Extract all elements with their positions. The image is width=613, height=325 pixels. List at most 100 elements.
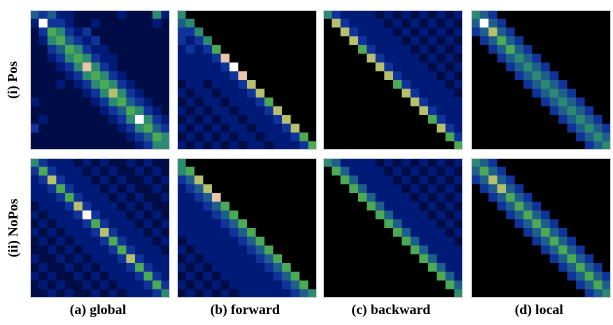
heatmap-cell <box>419 245 429 255</box>
heatmap-cell <box>282 254 292 264</box>
heatmap-cell <box>602 106 611 116</box>
heatmap-cell <box>203 271 213 281</box>
heatmap-cell <box>410 97 420 107</box>
heatmap-cell <box>340 80 350 90</box>
heatmap-cell <box>73 201 83 211</box>
heatmap-cell <box>445 132 455 142</box>
heatmap-cell <box>30 53 40 63</box>
heatmap-cell <box>203 115 213 125</box>
heatmap-cell <box>523 166 533 176</box>
heatmap-cell <box>135 228 145 238</box>
heatmap-cell <box>541 236 551 246</box>
heatmap-cell <box>436 254 446 264</box>
heatmap-cell <box>593 106 603 116</box>
heatmap-cell <box>479 45 489 55</box>
heatmap-cell <box>229 53 239 63</box>
heatmap-cell <box>238 97 248 107</box>
heatmap-cell <box>108 18 118 28</box>
heatmap-cell <box>576 62 586 72</box>
heatmap-cell <box>56 45 66 55</box>
heatmap-cell <box>584 106 594 116</box>
heatmap-cell <box>358 27 368 37</box>
heatmap-cell <box>185 245 195 255</box>
heatmap-cell <box>100 263 110 273</box>
heatmap-cell <box>194 45 204 55</box>
heatmap-cell <box>308 62 317 72</box>
heatmap-cell <box>401 158 411 168</box>
heatmap-cell <box>576 10 586 20</box>
heatmap-cell <box>177 289 187 298</box>
heatmap-cell <box>82 53 92 63</box>
heatmap-cell <box>358 62 368 72</box>
heatmap-cell <box>82 166 92 176</box>
heatmap-cell <box>488 271 498 281</box>
heatmap-cell <box>82 106 92 116</box>
heatmap-cell <box>393 80 403 90</box>
heatmap-cell <box>220 193 230 203</box>
heatmap-cell <box>428 115 438 125</box>
heatmap-cell <box>229 18 239 28</box>
heatmap-cell <box>143 254 153 264</box>
heatmap-cell <box>471 280 481 290</box>
heatmap-cell <box>238 245 248 255</box>
heatmap-cell <box>100 228 110 238</box>
heatmap-cell <box>497 45 507 55</box>
heatmap-cell <box>143 271 153 281</box>
heatmap-cell <box>428 289 438 298</box>
heatmap-cell <box>65 10 75 20</box>
heatmap-cell <box>65 254 75 264</box>
heatmap-cell <box>393 219 403 229</box>
heatmap-cell <box>194 141 204 150</box>
heatmap-cell <box>161 88 170 98</box>
heatmap-cell <box>584 123 594 133</box>
heatmap-cell <box>436 27 446 37</box>
heatmap-cell <box>384 236 394 246</box>
heatmap-cell <box>203 236 213 246</box>
heatmap-cell <box>366 53 376 63</box>
heatmap-cell <box>401 254 411 264</box>
heatmap-cell <box>56 289 66 298</box>
heatmap-cell <box>73 228 83 238</box>
heatmap-cell <box>549 271 559 281</box>
heatmap-cell <box>91 45 101 55</box>
heatmap-cell <box>238 263 248 273</box>
heatmap-cell <box>349 141 359 150</box>
heatmap-cell <box>541 36 551 46</box>
heatmap-cell <box>229 10 239 20</box>
heatmap-cell <box>549 18 559 28</box>
heatmap-cell <box>445 228 455 238</box>
heatmap-cell <box>471 184 481 194</box>
heatmap-cell <box>401 36 411 46</box>
heatmap-cell <box>567 10 577 20</box>
heatmap-cell <box>410 166 420 176</box>
heatmap-cell <box>428 36 438 46</box>
heatmap-cell <box>161 123 170 133</box>
heatmap-cell <box>488 132 498 142</box>
heatmap-cell <box>238 201 248 211</box>
heatmap-cell <box>549 80 559 90</box>
heatmap-cell <box>514 158 524 168</box>
heatmap-cell <box>65 271 75 281</box>
heatmap-cell <box>247 27 257 37</box>
heatmap-cell <box>108 71 118 81</box>
heatmap-cell <box>117 193 127 203</box>
heatmap-cell <box>91 166 101 176</box>
heatmap-cell <box>523 158 533 168</box>
heatmap-cell <box>576 263 586 273</box>
heatmap-cell <box>117 219 127 229</box>
heatmap-cell <box>584 97 594 107</box>
heatmap-cell <box>549 71 559 81</box>
heatmap-cell <box>340 132 350 142</box>
heatmap-cell <box>393 45 403 55</box>
heatmap-cell <box>514 271 524 281</box>
heatmap-cell <box>255 45 265 55</box>
heatmap-cell <box>323 80 333 90</box>
heatmap-cell <box>152 10 162 20</box>
heatmap-cell <box>584 193 594 203</box>
heatmap-cell <box>308 80 317 90</box>
heatmap-cell <box>117 88 127 98</box>
heatmap-cell <box>454 18 463 28</box>
heatmap-cell <box>117 18 127 28</box>
heatmap-cell <box>375 10 385 20</box>
heatmap-cell <box>593 53 603 63</box>
